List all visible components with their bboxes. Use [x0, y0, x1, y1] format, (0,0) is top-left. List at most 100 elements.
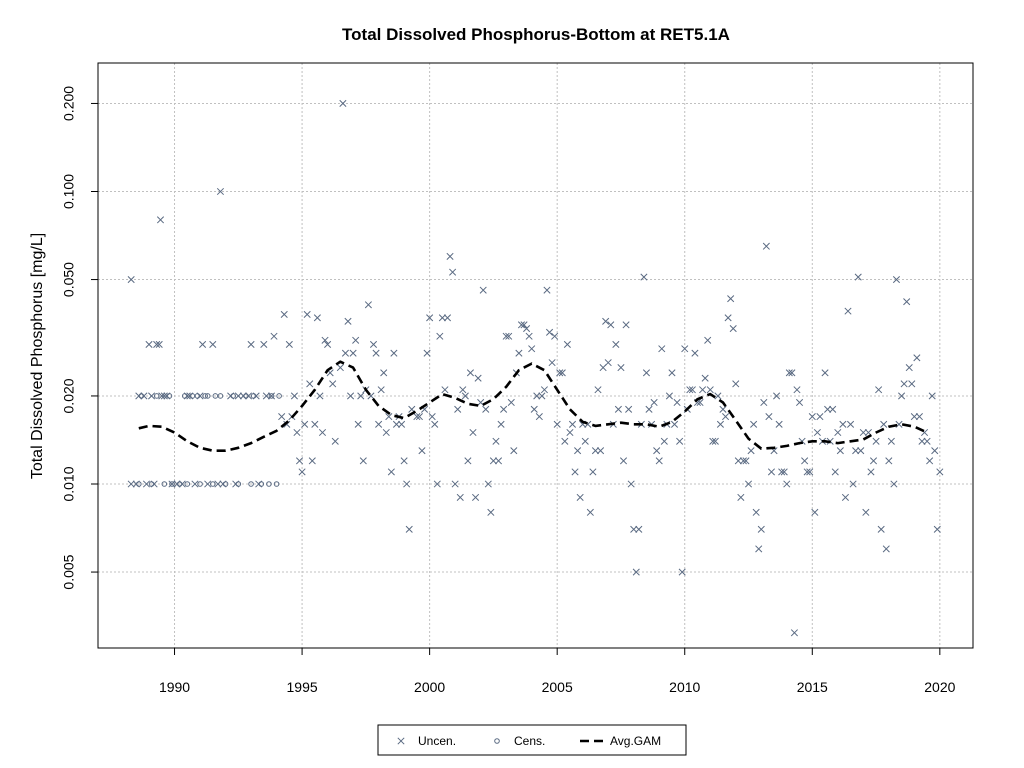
uncensored-point — [321, 336, 329, 344]
uncensored-point — [729, 324, 737, 333]
uncensored-point — [612, 340, 620, 349]
x-tick-label: 1995 — [287, 679, 318, 695]
uncensored-point — [438, 314, 446, 322]
uncensored-point — [591, 447, 600, 455]
censored-point — [136, 481, 142, 487]
legend-label: Uncen. — [418, 734, 456, 748]
uncensored-point — [385, 413, 393, 421]
uncensored-point — [403, 480, 411, 488]
uncensored-point — [775, 420, 783, 428]
uncensored-point — [811, 508, 819, 516]
uncensored-point — [209, 340, 217, 349]
uncensored-point — [316, 392, 324, 400]
uncensored-point — [635, 525, 643, 533]
uncensored-point — [831, 468, 839, 476]
uncensored-point — [431, 420, 439, 428]
gam-layer — [138, 360, 928, 452]
uncensored-point — [821, 369, 829, 377]
uncensored-point — [581, 437, 589, 445]
legend-censored-icon — [494, 738, 500, 744]
uncensored-point — [285, 340, 293, 349]
uncensored-point — [727, 295, 735, 303]
uncensored-point — [387, 468, 395, 476]
uncensored-point — [372, 349, 380, 357]
uncensored-point — [752, 508, 760, 516]
uncensored-point — [443, 314, 452, 322]
censored-point — [209, 481, 216, 487]
censored-point — [217, 393, 224, 399]
uncensored-point — [645, 405, 653, 413]
censored-point — [222, 481, 229, 487]
uncensored-point — [849, 480, 857, 488]
uncensored-point — [704, 336, 712, 344]
uncensored-point — [857, 447, 865, 455]
uncensored-point — [540, 386, 548, 394]
uncensored-point — [594, 386, 602, 394]
uncensored-point — [510, 447, 518, 455]
uncensored-point — [813, 428, 821, 437]
uncensored-point — [336, 364, 344, 372]
uncensored-point — [423, 349, 431, 357]
y-tick-label: 0.200 — [61, 86, 77, 121]
uncensored-point — [632, 568, 640, 576]
censored-point — [243, 393, 249, 399]
uncensored-point — [757, 525, 765, 533]
uncensored-point — [563, 340, 571, 349]
uncensored-point — [933, 525, 941, 533]
uncensored-point — [869, 457, 878, 465]
uncensored-point — [390, 349, 398, 357]
uncensored-point — [295, 457, 304, 465]
uncensored-point — [892, 276, 901, 284]
uncensored-point — [678, 568, 686, 576]
uncensored-point — [382, 428, 390, 437]
uncensored-point — [836, 447, 844, 455]
uncensored-point — [380, 369, 388, 377]
uncensored-point — [885, 457, 893, 465]
censored-point — [235, 481, 242, 487]
uncensored-point — [732, 380, 740, 388]
plot-frame — [97, 62, 974, 649]
uncensored-point — [926, 457, 934, 465]
uncensored-point — [318, 428, 327, 437]
uncensored-point — [344, 317, 352, 325]
uncensored-point — [778, 468, 786, 476]
uncensored-point — [816, 413, 824, 421]
censored-point — [268, 393, 275, 399]
x-tick-label: 2000 — [414, 679, 445, 695]
uncensored-point — [780, 468, 788, 476]
uncensored-point — [915, 413, 923, 421]
uncensored-point — [543, 286, 551, 294]
uncensored-point — [905, 364, 913, 372]
uncensored-point — [744, 480, 753, 488]
uncensored-point — [747, 447, 755, 455]
uncensored-point — [566, 428, 574, 437]
uncensored-point — [415, 413, 423, 421]
uncensored-point — [464, 457, 472, 465]
uncensored-point — [936, 468, 944, 476]
y-tick-label: 0.020 — [61, 378, 77, 413]
uncensored-point — [640, 273, 648, 281]
uncensored-point — [783, 480, 791, 488]
uncensored-point — [451, 480, 459, 488]
censored-point — [161, 481, 168, 487]
uncensored-point — [482, 405, 490, 413]
y-axis: 0.005 0.010 0.020 0.050 0.100 0.200 — [61, 86, 99, 590]
uncensored-point — [841, 493, 850, 501]
uncensored-point — [234, 392, 242, 400]
uncensored-point — [862, 508, 870, 516]
censored-point — [189, 393, 196, 399]
uncensored-point — [471, 493, 480, 501]
uncensored-point — [617, 364, 625, 372]
uncensored-point — [303, 310, 311, 318]
censored-point — [258, 481, 265, 487]
uncensored-point — [525, 332, 533, 340]
uncensored-point — [887, 437, 895, 445]
uncensored-point — [773, 392, 781, 400]
uncensored-point — [142, 480, 151, 488]
legend-items: Uncen. Cens. Avg.GAM — [397, 734, 661, 748]
censored-point — [169, 481, 175, 487]
uncensored-point — [377, 386, 385, 394]
uncensored-point — [517, 321, 526, 329]
uncensored-point — [357, 392, 365, 400]
